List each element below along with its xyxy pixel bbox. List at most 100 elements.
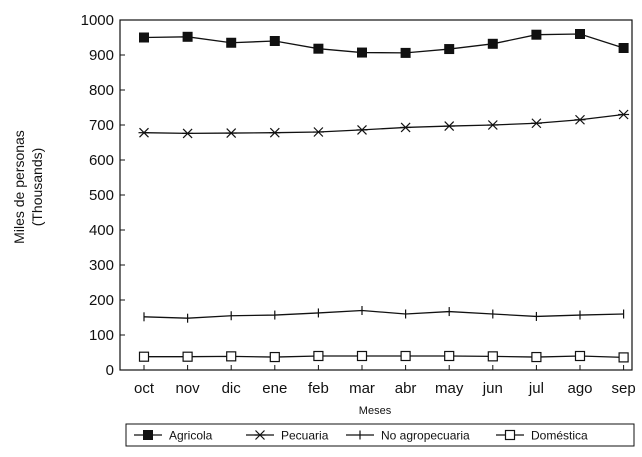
legend-marker-pecuaria	[254, 430, 266, 440]
x-tick-label: abr	[395, 380, 417, 397]
y-tick-label: 800	[89, 82, 114, 99]
y-axis-label: Miles de personas	[11, 130, 27, 244]
data-point-agricola	[400, 47, 411, 58]
data-point-pecuaria	[138, 127, 150, 138]
x-tick-label: mar	[349, 380, 375, 397]
data-point-domestica	[487, 351, 498, 362]
y-tick-label: 100	[89, 327, 114, 344]
data-point-agricola	[531, 29, 542, 40]
data-point-domestica-shape	[618, 352, 629, 363]
data-point-agricola-shape	[313, 43, 324, 54]
legend-label-domestica: Doméstica	[531, 429, 588, 443]
data-point-agricola-shape	[487, 38, 498, 49]
legend-marker-agricola-shape	[143, 430, 153, 440]
data-point-agricola-shape	[575, 29, 585, 39]
y-tick-label: 0	[106, 362, 114, 379]
data-point-domestica	[618, 352, 629, 363]
x-axis-label: Meses	[359, 405, 392, 417]
data-point-pecuaria	[356, 124, 368, 135]
x-tick-label: feb	[308, 380, 329, 397]
data-point-domestica	[356, 350, 368, 362]
y-tick-label: 700	[89, 117, 114, 134]
data-point-pecuaria	[530, 118, 542, 129]
data-point-domestica	[313, 350, 324, 362]
data-point-pecuaria	[225, 128, 237, 138]
data-point-domestica	[182, 351, 193, 362]
x-tick-label: jul	[528, 380, 544, 397]
data-point-pecuaria	[618, 109, 630, 120]
y-tick-label: 400	[89, 222, 114, 239]
data-point-domestica-shape	[356, 350, 368, 362]
data-point-domestica-shape	[269, 351, 280, 363]
data-point-domestica-shape	[313, 350, 324, 362]
data-point-domestica-shape	[574, 350, 586, 362]
data-point-agricola	[357, 47, 367, 58]
data-point-pecuaria	[487, 120, 499, 130]
x-tick-label: may	[435, 380, 464, 397]
legend-box	[125, 423, 635, 447]
data-point-agricola-shape	[139, 32, 149, 43]
data-point-agricola-shape	[444, 44, 455, 55]
data-point-domestica-shape	[444, 350, 455, 362]
y-axis-sublabel: (Thousands)	[29, 148, 45, 227]
legend-label-no-agropecuaria: No agropecuaria	[381, 429, 470, 443]
y-tick-label: 600	[89, 152, 114, 169]
data-point-domestica	[138, 351, 150, 362]
legend-marker-agricola	[143, 430, 153, 440]
data-point-agricola-shape	[400, 47, 411, 58]
y-tick-label: 900	[89, 47, 114, 64]
x-tick-label: sep	[612, 380, 636, 397]
legend: Agricola Pecuaria No agropecuaria Doméstica	[125, 423, 635, 447]
data-point-agricola	[269, 36, 280, 46]
x-tick-label: dic	[222, 380, 242, 397]
data-point-agricola-shape	[226, 37, 237, 48]
data-point-agricola	[444, 44, 455, 55]
data-point-pecuaria	[269, 127, 281, 138]
data-point-domestica	[574, 350, 586, 362]
data-point-agricola	[182, 31, 193, 42]
y-tick-label: 1000	[81, 12, 114, 29]
data-point-domestica-shape	[226, 351, 237, 362]
x-tick-label: ene	[262, 380, 287, 397]
plot-area: 0 100 200 300 400 500 600 700 800 900 1000 oct nov di…	[81, 12, 636, 397]
data-point-agricola-shape	[618, 43, 629, 53]
data-point-agricola-shape	[269, 36, 280, 46]
legend-label-agricola: Agricola	[169, 429, 213, 443]
data-point-agricola-shape	[357, 47, 367, 58]
data-point-domestica-shape	[400, 350, 411, 362]
y-tick-label: 300	[89, 257, 114, 274]
data-point-agricola	[313, 43, 324, 54]
x-tick-label: nov	[176, 380, 201, 397]
series-line-domestica	[144, 355, 624, 359]
data-point-agricola	[139, 32, 149, 43]
legend-marker-domestica	[504, 429, 516, 441]
data-point-domestica	[444, 350, 455, 362]
data-point-domestica	[531, 351, 542, 363]
series-line-agricola	[143, 33, 624, 54]
y-tick-label: 500	[89, 187, 114, 204]
data-point-agricola	[487, 38, 498, 49]
data-point-agricola-shape	[182, 31, 193, 42]
legend-marker-domestica-shape	[504, 429, 516, 441]
y-tick-label: 200	[89, 292, 114, 309]
legend-label-pecuaria: Pecuaria	[281, 429, 329, 443]
x-tick-label: jun	[482, 380, 503, 397]
data-point-pecuaria	[312, 127, 324, 137]
data-point-domestica-shape	[531, 351, 542, 363]
data-point-domestica-shape	[138, 351, 150, 362]
data-point-pecuaria	[574, 114, 586, 125]
data-point-pecuaria	[182, 128, 194, 139]
data-point-agricola	[226, 37, 237, 48]
x-tick-label: oct	[134, 380, 155, 397]
series-line-pecuaria	[143, 113, 624, 135]
data-point-domestica	[400, 350, 411, 362]
x-tick-label: ago	[567, 380, 592, 397]
series-line-no-agropecuaria	[143, 309, 624, 319]
data-point-domestica-shape	[487, 351, 498, 362]
data-point-pecuaria	[443, 121, 455, 131]
data-point-agricola	[575, 29, 585, 39]
data-point-domestica-shape	[182, 351, 193, 362]
data-point-domestica	[226, 351, 237, 362]
data-point-domestica	[269, 351, 280, 363]
